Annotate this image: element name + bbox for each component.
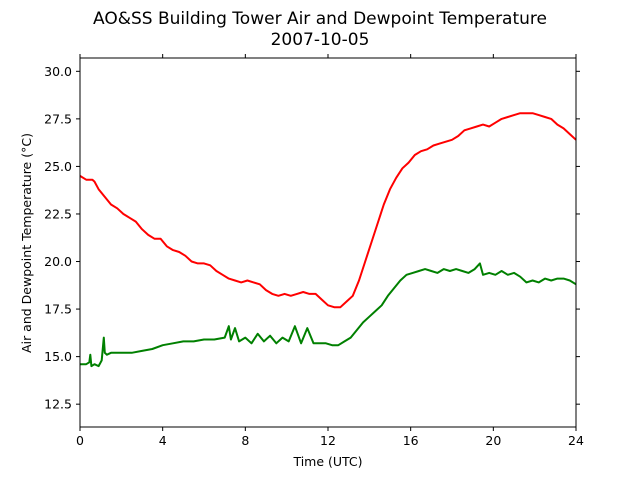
y-tick-label: 30.0	[44, 64, 72, 79]
x-tick-label: 0	[76, 433, 84, 448]
series-line-0	[79, 112, 577, 309]
x-tick-label: 4	[159, 433, 167, 448]
y-tick-label: 27.5	[44, 111, 72, 126]
x-tick-label: 24	[568, 433, 584, 448]
y-tick-label: 25.0	[44, 159, 72, 174]
y-axis-label: Air and Dewpoint Temperature (°C)	[19, 133, 34, 353]
chart-subtitle: 2007-10-05	[271, 30, 370, 50]
x-tick-label: 16	[403, 433, 419, 448]
x-tick-label: 8	[241, 433, 249, 448]
series-layer	[79, 112, 577, 368]
x-axis-label: Time (UTC)	[292, 454, 362, 469]
series-line-1	[80, 262, 577, 368]
ticks-layer: 0 4 8 12 16 20 24 12.5 15.0 17.5 20.0 22.5 25.0 27.5 3…	[44, 54, 584, 448]
chart-title: AO&SS Building Tower Air and Dewpoint Te…	[93, 9, 547, 29]
x-tick-label: 20	[485, 433, 501, 448]
y-tick-label: 15.0	[44, 349, 72, 364]
y-tick-label: 22.5	[44, 206, 72, 221]
x-tick-label: 12	[320, 433, 336, 448]
y-tick-label: 12.5	[44, 397, 72, 412]
y-tick-label: 17.5	[44, 302, 72, 317]
plot-frame	[79, 57, 577, 428]
y-tick-label: 20.0	[44, 254, 72, 269]
